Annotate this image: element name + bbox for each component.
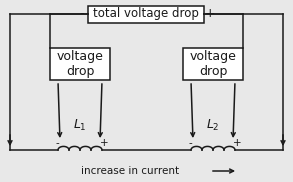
Text: total voltage drop: total voltage drop — [93, 7, 199, 21]
Text: +: + — [233, 138, 241, 148]
Text: $L_1$: $L_1$ — [73, 118, 87, 133]
FancyBboxPatch shape — [88, 5, 204, 23]
Text: increase in current: increase in current — [81, 166, 179, 176]
Text: voltage
drop: voltage drop — [57, 50, 103, 78]
Text: +: + — [205, 7, 215, 20]
Text: voltage
drop: voltage drop — [190, 50, 236, 78]
Text: -: - — [80, 7, 84, 20]
Text: +: + — [100, 138, 108, 148]
Text: $L_2$: $L_2$ — [206, 118, 220, 133]
FancyBboxPatch shape — [50, 48, 110, 80]
FancyBboxPatch shape — [183, 48, 243, 80]
Text: -: - — [188, 138, 192, 148]
Text: -: - — [55, 138, 59, 148]
